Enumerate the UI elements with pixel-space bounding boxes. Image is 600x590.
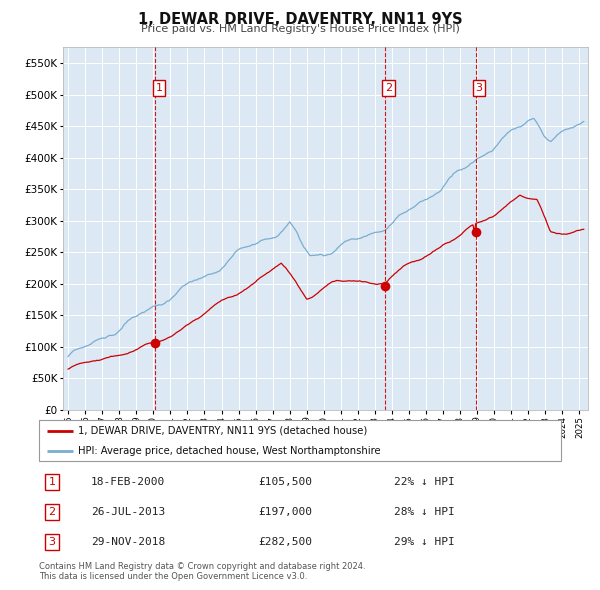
Text: £282,500: £282,500 xyxy=(258,537,312,547)
Text: Contains HM Land Registry data © Crown copyright and database right 2024.: Contains HM Land Registry data © Crown c… xyxy=(39,562,365,571)
Text: £105,500: £105,500 xyxy=(258,477,312,487)
Text: 1, DEWAR DRIVE, DAVENTRY, NN11 9YS (detached house): 1, DEWAR DRIVE, DAVENTRY, NN11 9YS (deta… xyxy=(78,426,367,436)
Text: 29% ↓ HPI: 29% ↓ HPI xyxy=(394,537,455,547)
Text: 3: 3 xyxy=(476,83,482,93)
Text: 2: 2 xyxy=(49,507,56,517)
Text: 1, DEWAR DRIVE, DAVENTRY, NN11 9YS: 1, DEWAR DRIVE, DAVENTRY, NN11 9YS xyxy=(137,12,463,27)
Text: 2: 2 xyxy=(385,83,392,93)
Text: 3: 3 xyxy=(49,537,56,547)
Text: 18-FEB-2000: 18-FEB-2000 xyxy=(91,477,166,487)
Text: 28% ↓ HPI: 28% ↓ HPI xyxy=(394,507,455,517)
Text: 29-NOV-2018: 29-NOV-2018 xyxy=(91,537,166,547)
Text: 22% ↓ HPI: 22% ↓ HPI xyxy=(394,477,455,487)
Text: £197,000: £197,000 xyxy=(258,507,312,517)
Text: 1: 1 xyxy=(155,83,163,93)
Text: This data is licensed under the Open Government Licence v3.0.: This data is licensed under the Open Gov… xyxy=(39,572,307,581)
Text: HPI: Average price, detached house, West Northamptonshire: HPI: Average price, detached house, West… xyxy=(78,445,381,455)
Text: 1: 1 xyxy=(49,477,56,487)
Text: 26-JUL-2013: 26-JUL-2013 xyxy=(91,507,166,517)
Text: Price paid vs. HM Land Registry's House Price Index (HPI): Price paid vs. HM Land Registry's House … xyxy=(140,24,460,34)
FancyBboxPatch shape xyxy=(39,420,561,461)
